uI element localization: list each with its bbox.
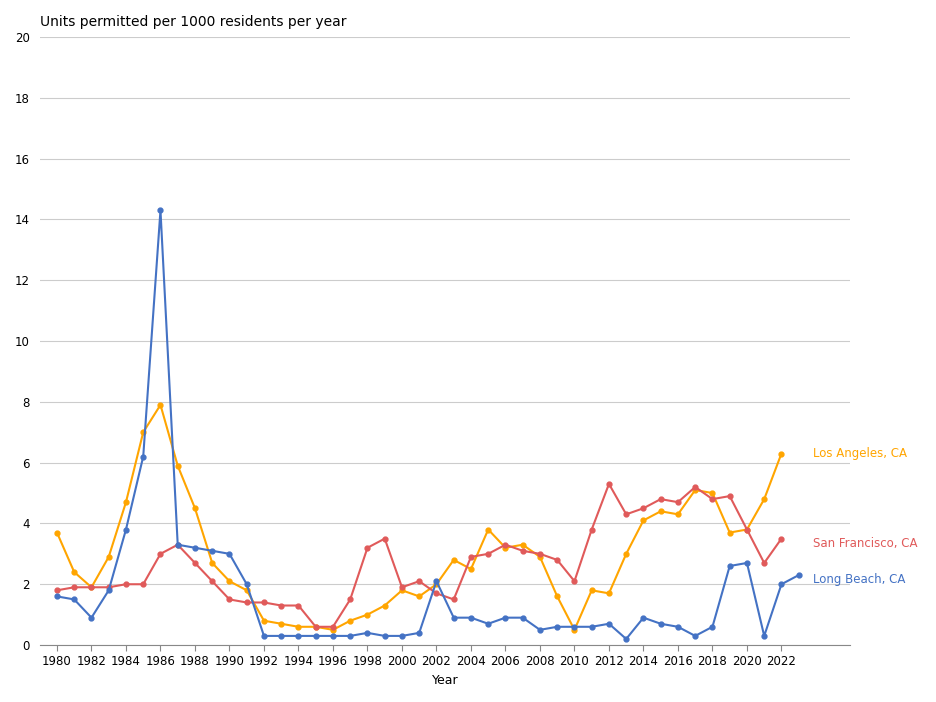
Text: San Francisco, CA: San Francisco, CA bbox=[812, 537, 917, 550]
Text: Long Beach, CA: Long Beach, CA bbox=[812, 573, 905, 586]
X-axis label: Year: Year bbox=[431, 674, 459, 687]
Text: Los Angeles, CA: Los Angeles, CA bbox=[812, 447, 906, 460]
Text: Units permitted per 1000 residents per year: Units permitted per 1000 residents per y… bbox=[39, 15, 346, 29]
